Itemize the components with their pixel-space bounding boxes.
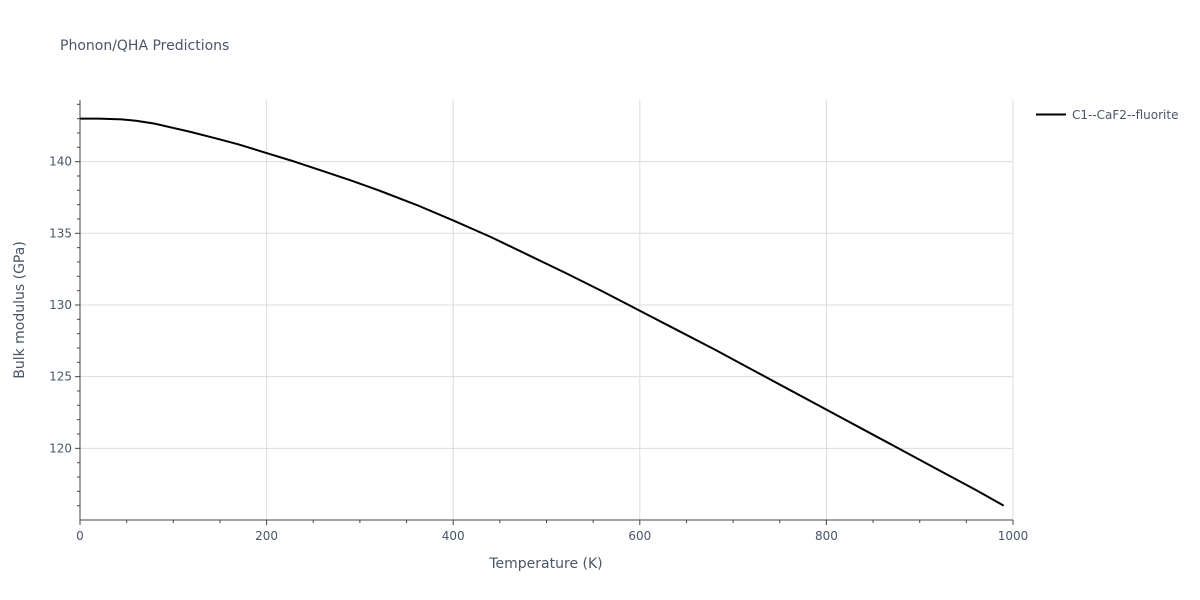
x-tick-label: 400 <box>442 529 465 543</box>
x-tick-label: 200 <box>255 529 278 543</box>
chart-title: Phonon/QHA Predictions <box>60 38 229 54</box>
axis-layer: 0 200 400 600 800 1000 120 125 130 135 140 <box>49 100 1028 543</box>
x-tick-label: 0 <box>76 529 84 543</box>
grid-layer <box>80 100 1014 520</box>
y-axis-title: Bulk modulus (GPa) <box>12 241 28 379</box>
y-tick-label: 125 <box>49 370 72 384</box>
y-tick-label: 140 <box>49 155 72 169</box>
x-tick-label: 600 <box>628 529 651 543</box>
y-tick-label: 120 <box>49 441 72 455</box>
series-layer <box>80 117 1005 507</box>
y-tick-label: 135 <box>49 226 72 240</box>
x-tick-label: 800 <box>815 529 838 543</box>
x-tick-label: 1000 <box>998 529 1029 543</box>
y-tick-label: 130 <box>49 298 72 312</box>
x-axis-title: Temperature (K) <box>488 556 602 572</box>
legend-label: C1--CaF2--fluorite <box>1072 108 1178 122</box>
series-line[interactable] <box>80 117 1005 507</box>
legend[interactable]: C1--CaF2--fluorite <box>1036 108 1178 122</box>
